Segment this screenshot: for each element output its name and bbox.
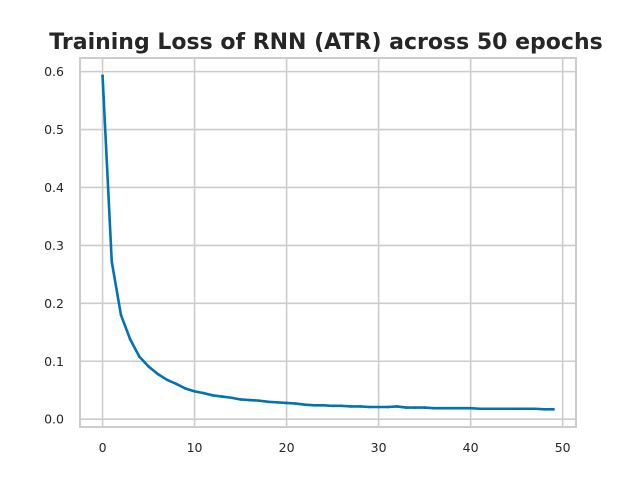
data-point xyxy=(542,408,546,411)
data-point xyxy=(184,387,187,390)
data-point xyxy=(165,378,169,382)
series-line-0 xyxy=(101,74,555,411)
data-point xyxy=(524,407,528,411)
y-tick-label: 0.5 xyxy=(44,122,64,137)
chart-title: Training Loss of RNN (ATR) across 50 epo… xyxy=(49,30,602,55)
data-point xyxy=(496,407,500,411)
data-point xyxy=(506,407,509,411)
data-point xyxy=(533,407,537,411)
data-point xyxy=(147,365,150,368)
data-point xyxy=(257,399,261,402)
data-point xyxy=(423,406,426,409)
data-point xyxy=(266,400,270,404)
data-point xyxy=(515,407,518,411)
series-layer xyxy=(101,74,555,411)
x-tick-label: 50 xyxy=(555,440,571,455)
data-point xyxy=(487,407,491,411)
data-point xyxy=(202,391,206,395)
x-tick-label: 20 xyxy=(279,440,295,455)
data-point xyxy=(110,260,114,263)
data-point xyxy=(156,372,160,376)
data-point xyxy=(294,402,298,405)
data-point xyxy=(432,406,436,410)
data-point xyxy=(340,404,344,408)
x-axis-ticks: 0 10 20 30 40 50 xyxy=(99,440,571,455)
data-point xyxy=(441,406,445,410)
y-axis-ticks: 0.0 0.1 0.2 0.3 0.4 0.5 0.6 xyxy=(44,64,64,427)
grid xyxy=(80,58,576,427)
y-tick-label: 0.2 xyxy=(44,296,64,311)
data-point xyxy=(460,406,463,410)
data-point xyxy=(239,398,242,401)
data-point xyxy=(303,403,307,406)
data-point xyxy=(138,355,141,358)
data-point xyxy=(193,390,196,393)
data-point xyxy=(414,406,417,409)
x-tick-label: 30 xyxy=(371,440,387,455)
data-point xyxy=(450,406,454,410)
data-point xyxy=(220,395,224,398)
x-tick-label: 0 xyxy=(99,440,107,455)
data-point xyxy=(276,401,279,404)
data-point xyxy=(248,398,252,402)
data-point xyxy=(469,406,472,410)
data-point xyxy=(377,405,380,409)
data-point xyxy=(331,404,334,408)
x-tick-label: 10 xyxy=(187,440,203,455)
x-tick-label: 40 xyxy=(463,440,479,455)
y-tick-label: 0.3 xyxy=(44,238,64,253)
data-point xyxy=(358,405,362,408)
data-point xyxy=(211,394,215,397)
data-point xyxy=(386,405,390,409)
data-point xyxy=(285,401,288,405)
data-point xyxy=(368,405,371,409)
plot-frame xyxy=(79,57,577,428)
data-point xyxy=(349,405,353,408)
data-point xyxy=(119,313,123,317)
y-tick-label: 0.1 xyxy=(44,354,64,369)
data-point xyxy=(404,406,408,409)
data-point xyxy=(322,403,325,407)
data-point xyxy=(552,408,555,411)
data-point xyxy=(395,405,399,408)
data-point xyxy=(101,74,104,77)
data-point xyxy=(128,337,132,341)
data-point xyxy=(230,396,233,400)
data-point xyxy=(478,407,482,411)
y-tick-label: 0.4 xyxy=(44,180,64,195)
data-point xyxy=(174,382,178,386)
data-point xyxy=(312,403,316,407)
y-tick-label: 0.0 xyxy=(44,412,64,427)
y-tick-label: 0.6 xyxy=(44,64,64,79)
